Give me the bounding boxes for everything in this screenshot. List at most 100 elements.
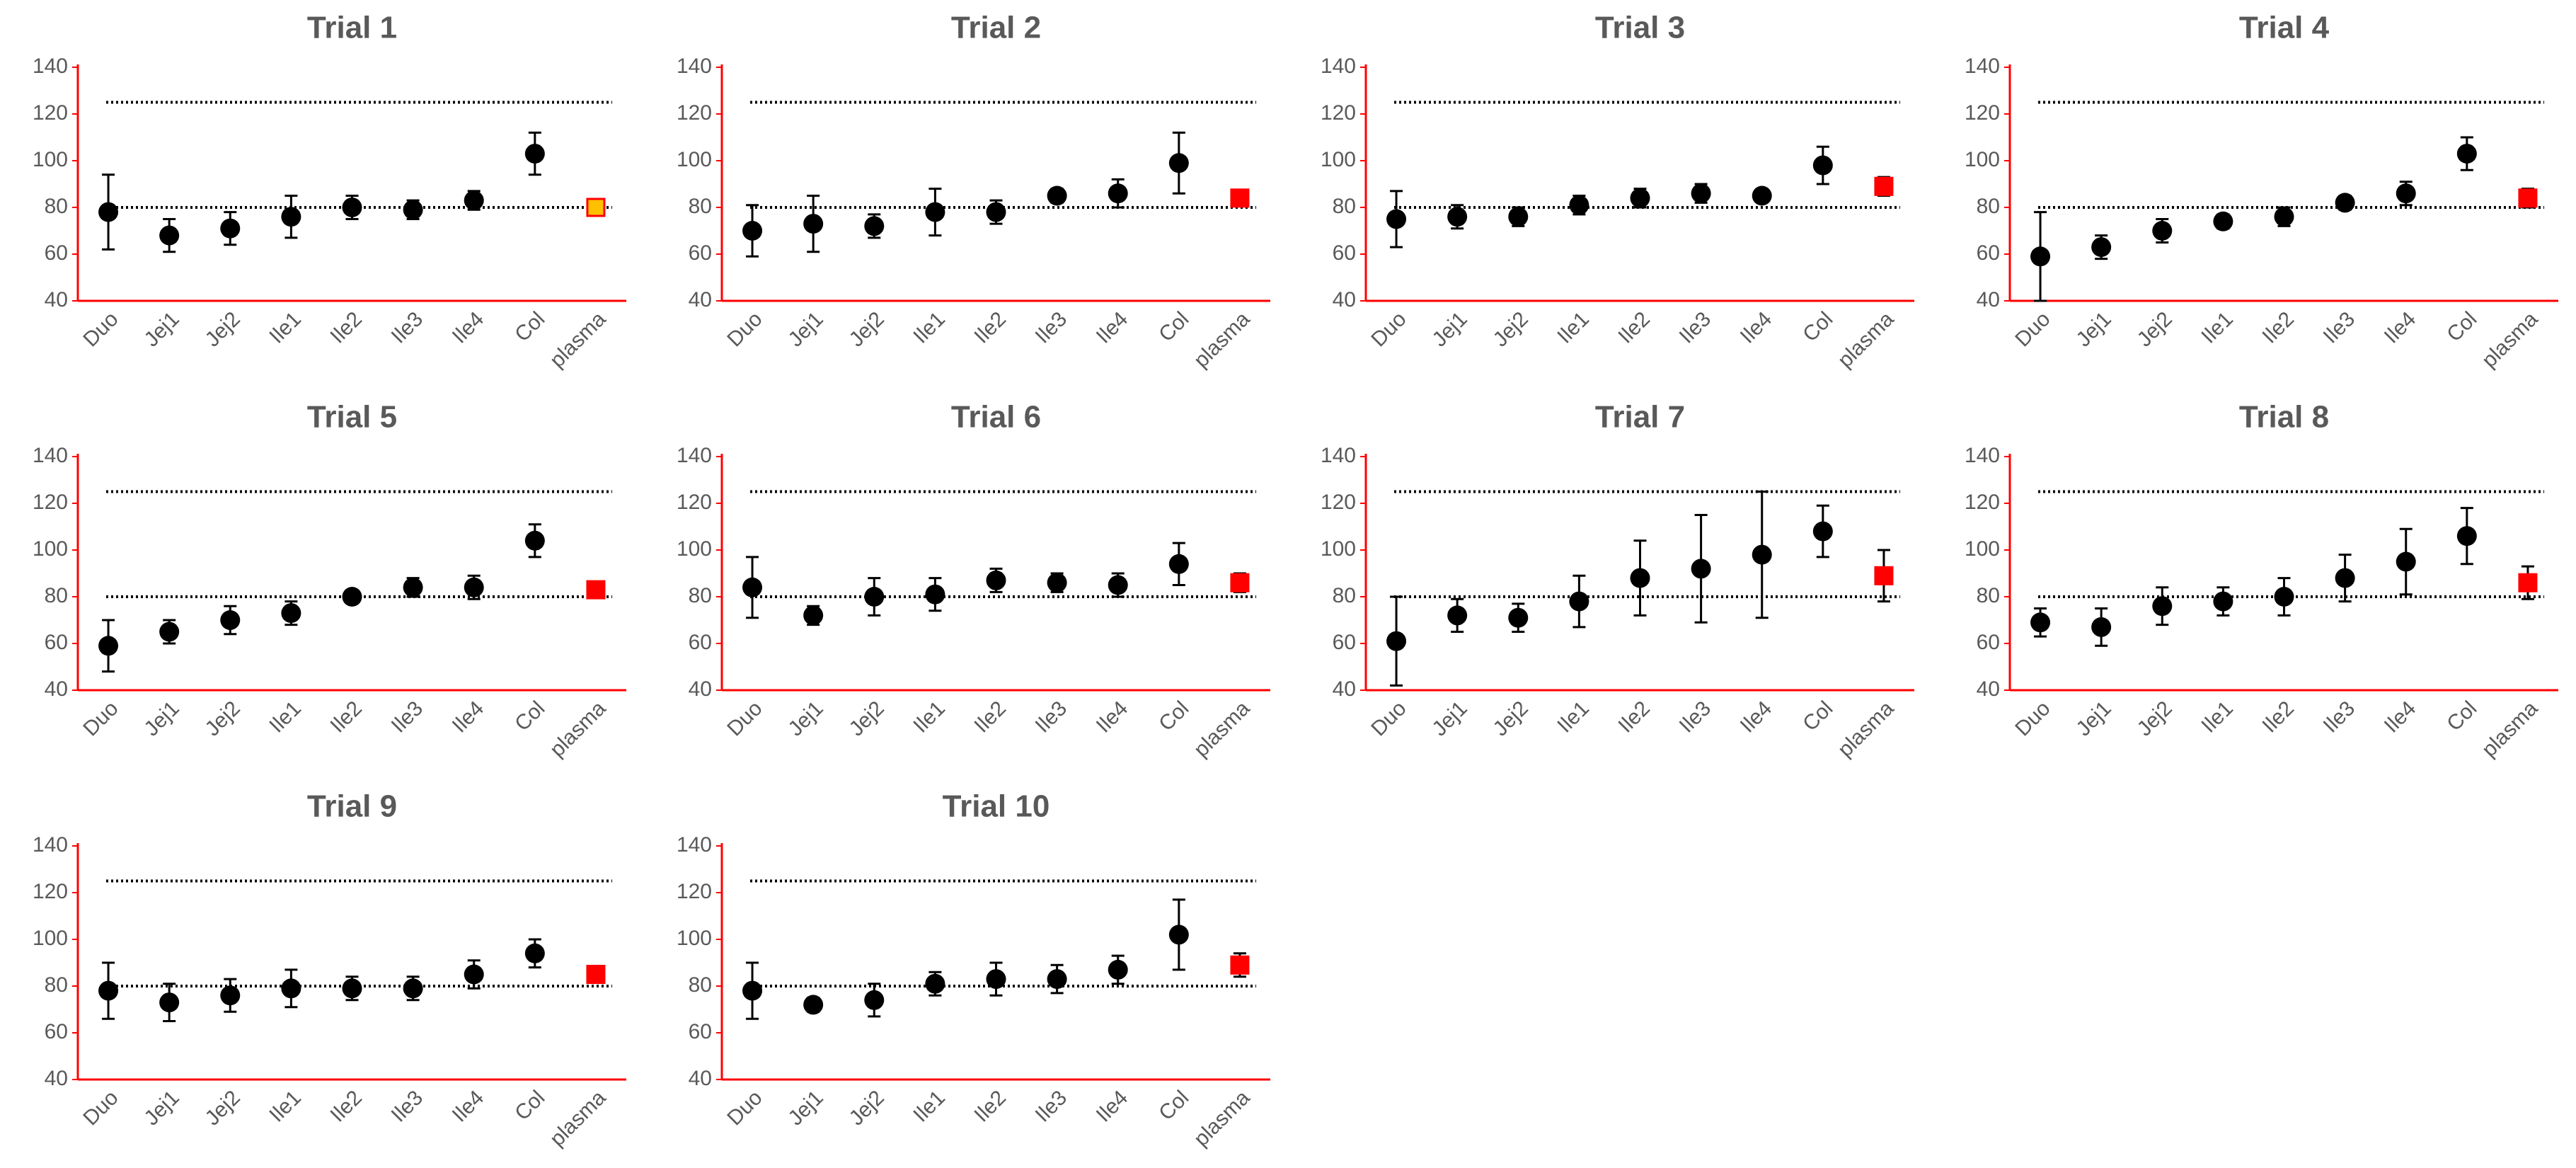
marker bbox=[524, 144, 545, 164]
marker bbox=[464, 964, 484, 985]
marker bbox=[2152, 596, 2173, 617]
y-tick-label: 60 bbox=[1977, 241, 2000, 265]
y-tick-label: 120 bbox=[1965, 101, 2000, 125]
y-tick-label: 140 bbox=[33, 444, 68, 467]
x-tick-label: Col bbox=[1798, 307, 1837, 346]
marker bbox=[281, 207, 301, 227]
x-tick-label: Jej2 bbox=[845, 1086, 889, 1130]
marker bbox=[925, 202, 945, 222]
x-tick-label: Ile4 bbox=[2380, 697, 2421, 738]
y-tick-label: 120 bbox=[1321, 491, 1356, 514]
x-tick-label: Ile2 bbox=[2258, 307, 2299, 348]
x-tick-label: Ile3 bbox=[1675, 697, 1716, 738]
marker bbox=[1168, 153, 1189, 173]
marker bbox=[98, 980, 119, 1001]
x-tick-label: Col bbox=[1154, 307, 1193, 346]
y-tick-label: 140 bbox=[33, 833, 68, 857]
x-tick-label: Ile4 bbox=[1092, 307, 1133, 348]
y-tick-label: 80 bbox=[45, 195, 68, 218]
marker bbox=[1508, 607, 1529, 628]
y-tick-label: 80 bbox=[1333, 584, 1356, 607]
y-tick-label: 120 bbox=[677, 101, 712, 125]
x-tick-label: Col bbox=[2442, 307, 2481, 346]
x-tick-label: Duo bbox=[723, 307, 766, 351]
marker bbox=[586, 197, 606, 217]
marker bbox=[220, 610, 241, 630]
y-tick-label: 40 bbox=[1977, 677, 2000, 701]
marker bbox=[1168, 924, 1189, 945]
x-tick-label: Jej1 bbox=[783, 1086, 827, 1130]
chart-title: Trial 2 bbox=[951, 11, 1041, 45]
y-tick-label: 120 bbox=[33, 101, 68, 125]
subplot: Trial 10 40 60 80 100 120 140 Duo Jej1 Jej2 Ile1 Il… bbox=[677, 789, 1270, 1151]
marker bbox=[1108, 575, 1128, 595]
marker bbox=[2030, 612, 2051, 633]
x-tick-label: Ile3 bbox=[2319, 697, 2360, 738]
y-tick-label: 140 bbox=[677, 444, 712, 467]
subplot: Trial 8 40 60 80 100 120 140 Duo Jej1 Jej2 Ile1 Ile… bbox=[1965, 400, 2558, 762]
x-tick-label: Ile2 bbox=[970, 307, 1011, 348]
marker bbox=[1230, 188, 1250, 208]
x-tick-label: Jej2 bbox=[201, 1086, 245, 1130]
x-tick-label: Ile2 bbox=[970, 697, 1011, 738]
x-tick-label: Duo bbox=[1367, 307, 1410, 351]
y-tick-label: 100 bbox=[1965, 148, 2000, 171]
marker bbox=[2091, 617, 2112, 637]
marker bbox=[1047, 969, 1067, 990]
y-tick-label: 140 bbox=[1965, 55, 2000, 78]
marker bbox=[742, 221, 763, 241]
marker bbox=[2335, 568, 2355, 588]
x-tick-label: Ile4 bbox=[448, 307, 489, 348]
subplot: Trial 7 40 60 80 100 120 140 Duo Jej1 Jej2 Ile1 Ile… bbox=[1321, 400, 1914, 762]
y-tick-label: 100 bbox=[677, 148, 712, 171]
marker bbox=[159, 622, 180, 642]
x-tick-label: Ile1 bbox=[2197, 697, 2238, 738]
x-tick-label: Ile4 bbox=[1092, 697, 1133, 738]
marker bbox=[2030, 246, 2051, 267]
x-tick-label: Duo bbox=[79, 697, 122, 740]
y-tick-label: 60 bbox=[1333, 241, 1356, 265]
x-tick-label: Jej2 bbox=[2133, 307, 2177, 351]
y-tick-label: 80 bbox=[689, 584, 712, 607]
x-tick-label: Ile3 bbox=[2319, 307, 2360, 348]
x-tick-label: Col bbox=[1798, 697, 1837, 735]
marker bbox=[1752, 185, 1772, 206]
x-tick-label: Duo bbox=[723, 697, 766, 740]
x-tick-label: Jej1 bbox=[1427, 307, 1471, 351]
marker bbox=[281, 603, 301, 624]
x-tick-label: Duo bbox=[79, 1086, 122, 1130]
y-tick-label: 120 bbox=[33, 880, 68, 903]
x-tick-label: plasma bbox=[2478, 307, 2543, 372]
x-tick-label: Ile3 bbox=[1031, 307, 1072, 348]
y-tick-label: 60 bbox=[689, 241, 712, 265]
y-tick-label: 40 bbox=[45, 1067, 68, 1090]
chart-title: Trial 10 bbox=[943, 789, 1050, 824]
marker bbox=[864, 990, 885, 1010]
marker bbox=[1691, 183, 1711, 204]
y-tick-label: 40 bbox=[689, 677, 712, 701]
x-tick-label: Jej1 bbox=[139, 697, 183, 740]
chart-title: Trial 1 bbox=[307, 11, 397, 45]
marker bbox=[2152, 221, 2173, 241]
marker bbox=[864, 587, 885, 607]
marker bbox=[403, 978, 423, 999]
x-tick-label: Duo bbox=[2011, 697, 2054, 740]
x-tick-label: plasma bbox=[2478, 697, 2543, 762]
x-tick-label: plasma bbox=[1190, 1086, 1255, 1151]
marker bbox=[1386, 631, 1407, 651]
subplot: Trial 2 40 60 80 100 120 140 Duo Jej1 Jej2 Ile1 Ile… bbox=[677, 11, 1270, 372]
y-tick-label: 80 bbox=[1977, 584, 2000, 607]
y-tick-label: 40 bbox=[1333, 677, 1356, 701]
x-tick-label: Duo bbox=[79, 307, 122, 351]
y-tick-label: 60 bbox=[45, 1020, 68, 1043]
marker bbox=[159, 225, 180, 246]
x-tick-label: Ile4 bbox=[2380, 307, 2421, 348]
marker bbox=[2456, 144, 2477, 164]
x-tick-label: Jej1 bbox=[139, 1086, 183, 1130]
x-tick-label: Ile2 bbox=[326, 697, 367, 738]
x-tick-label: Jej1 bbox=[139, 307, 183, 351]
y-tick-label: 60 bbox=[45, 241, 68, 265]
x-tick-label: Ile2 bbox=[326, 1086, 367, 1127]
marker bbox=[742, 577, 763, 597]
